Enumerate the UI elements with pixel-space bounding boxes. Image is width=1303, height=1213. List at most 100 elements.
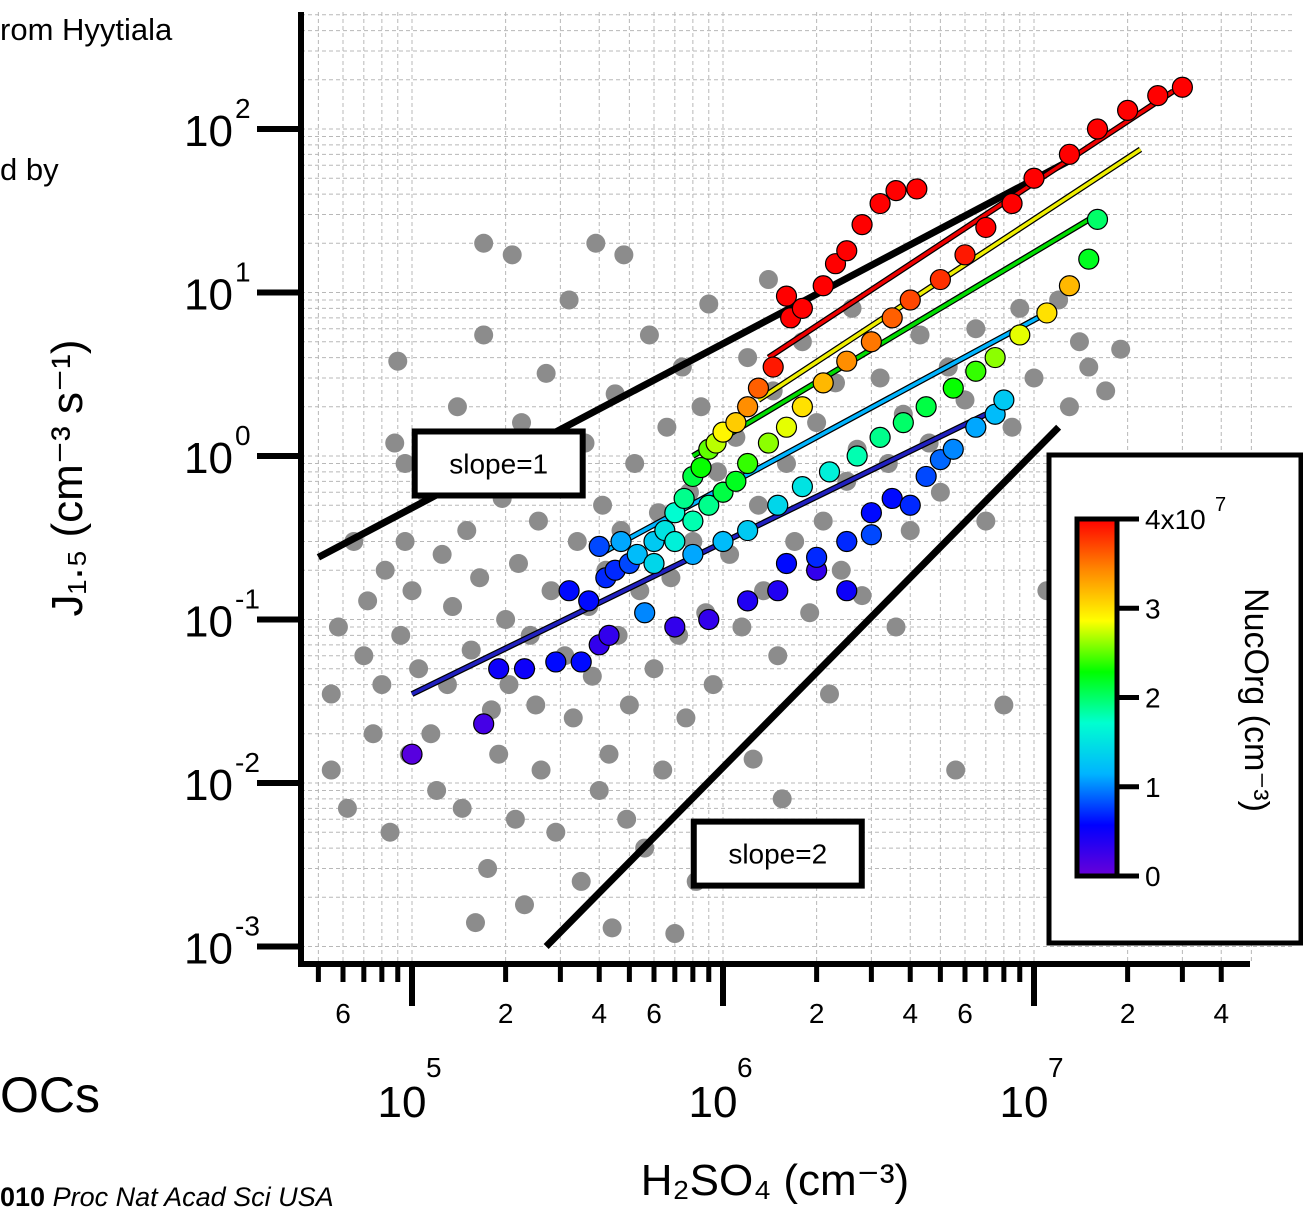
gray-data-point bbox=[563, 708, 583, 728]
gray-data-point bbox=[743, 749, 763, 769]
gray-data-point bbox=[443, 597, 463, 617]
gray-data-point bbox=[499, 675, 519, 695]
colorbar-tick-label: 4x10 bbox=[1145, 504, 1206, 535]
gray-data-point bbox=[614, 245, 634, 265]
gray-data-point bbox=[1069, 332, 1089, 352]
gray-data-point bbox=[870, 368, 890, 388]
gray-data-point bbox=[559, 290, 579, 310]
colored-data-point bbox=[1086, 118, 1109, 140]
colored-data-point bbox=[673, 487, 695, 510]
gray-data-point bbox=[372, 675, 392, 695]
colored-data-point bbox=[767, 580, 789, 602]
x-minor-tick-label: 4 bbox=[1213, 998, 1229, 1029]
colored-data-point bbox=[775, 416, 798, 438]
colorbar-gradient bbox=[1074, 516, 1120, 879]
gray-data-point bbox=[465, 913, 485, 933]
gray-data-point bbox=[546, 822, 566, 842]
colorbar-title: NucOrg (cm⁻³) bbox=[1237, 588, 1275, 812]
colored-data-point bbox=[791, 475, 813, 498]
colored-data-point bbox=[558, 580, 580, 602]
y-tick-exponent: -3 bbox=[235, 911, 260, 942]
colored-data-point bbox=[737, 396, 759, 418]
x-major-tick-label: 10 bbox=[378, 1078, 427, 1127]
colored-data-point bbox=[690, 456, 712, 479]
gray-data-point bbox=[639, 325, 659, 345]
colored-data-point bbox=[791, 297, 813, 319]
gray-data-point bbox=[489, 744, 509, 764]
colored-data-point bbox=[881, 487, 903, 510]
y-tick-label: 10 bbox=[184, 761, 233, 810]
reference-label-group: slope=1 slope=2 bbox=[411, 428, 865, 889]
colored-data-point bbox=[513, 658, 536, 680]
gray-data-point bbox=[508, 554, 528, 574]
colored-data-point bbox=[664, 530, 686, 553]
colored-data-point bbox=[682, 510, 704, 532]
x-minor-tick-label: 4 bbox=[591, 998, 607, 1029]
gray-data-point bbox=[593, 495, 613, 515]
gray-data-point bbox=[617, 809, 637, 829]
colored-data-point bbox=[725, 470, 747, 492]
colored-data-point bbox=[775, 285, 798, 307]
colorbar-tick-label: 3 bbox=[1145, 593, 1161, 624]
colored-data-point bbox=[545, 651, 567, 673]
colored-data-point bbox=[725, 412, 747, 434]
colored-data-point bbox=[1058, 143, 1081, 165]
x-major-tick-exponent: 7 bbox=[1048, 1052, 1064, 1083]
colored-data-point bbox=[836, 580, 858, 602]
gray-data-point bbox=[748, 495, 768, 515]
x-axis-title: H₂SO₄ (cm⁻³) bbox=[641, 1156, 909, 1205]
y-tick-label: 10 bbox=[184, 271, 233, 320]
gray-data-point bbox=[644, 659, 664, 679]
gray-data-point bbox=[619, 695, 639, 715]
gray-data-point bbox=[946, 760, 966, 780]
colored-data-point bbox=[473, 713, 495, 735]
slide-text-fragment: d by bbox=[0, 152, 59, 187]
colored-data-point bbox=[892, 412, 914, 434]
colored-data-point bbox=[737, 452, 759, 475]
gray-data-point bbox=[385, 433, 405, 453]
axis-titles: H₂SO₄ (cm⁻³) J₁.₅ (cm⁻³ s⁻¹) bbox=[43, 340, 909, 1205]
colored-data-point bbox=[906, 178, 928, 200]
gray-data-point bbox=[363, 724, 383, 744]
gray-data-point bbox=[807, 413, 827, 433]
gray-data-point bbox=[505, 809, 525, 829]
x-major-tick-exponent: 5 bbox=[426, 1052, 442, 1083]
citation: 010 Proc Nat Acad Sci USA bbox=[0, 1182, 334, 1213]
gray-data-point bbox=[657, 417, 677, 437]
colored-data-point bbox=[975, 216, 997, 239]
gray-data-point bbox=[819, 684, 839, 704]
colored-data-point bbox=[915, 465, 937, 488]
gray-data-point bbox=[754, 581, 774, 601]
colored-data-point bbox=[836, 530, 858, 553]
y-tick-exponent: 2 bbox=[235, 93, 251, 124]
gray-data-point bbox=[388, 351, 408, 371]
gray-data-point bbox=[785, 531, 805, 551]
gray-data-point bbox=[1049, 290, 1069, 310]
colored-data-point bbox=[806, 546, 828, 568]
x-minor-tick-label: 6 bbox=[646, 998, 662, 1029]
colored-data-point bbox=[578, 590, 600, 612]
x-major-tick-exponent: 6 bbox=[737, 1052, 753, 1083]
gray-data-point bbox=[457, 521, 477, 541]
x-minor-tick-label: 2 bbox=[498, 998, 514, 1029]
plot-area bbox=[316, 76, 1193, 949]
gray-data-point bbox=[526, 695, 546, 715]
colored-data-point bbox=[942, 438, 964, 460]
colored-data-point bbox=[812, 275, 834, 297]
colored-data-point bbox=[869, 426, 891, 448]
colored-data-point bbox=[1078, 248, 1100, 270]
gray-data-point bbox=[478, 858, 498, 878]
x-minor-tick-label: 2 bbox=[1120, 998, 1136, 1029]
colored-data-point bbox=[767, 494, 789, 516]
gray-data-point bbox=[732, 617, 752, 637]
gray-data-point bbox=[772, 789, 792, 809]
colored-data-point bbox=[588, 535, 610, 557]
gray-data-point bbox=[599, 744, 619, 764]
gray-data-point bbox=[738, 348, 758, 368]
x-minor-tick-label: 6 bbox=[957, 998, 973, 1029]
gray-data-point bbox=[691, 397, 711, 417]
gray-data-point bbox=[496, 610, 516, 629]
colored-data-point bbox=[775, 552, 798, 575]
colored-data-point bbox=[929, 268, 951, 291]
